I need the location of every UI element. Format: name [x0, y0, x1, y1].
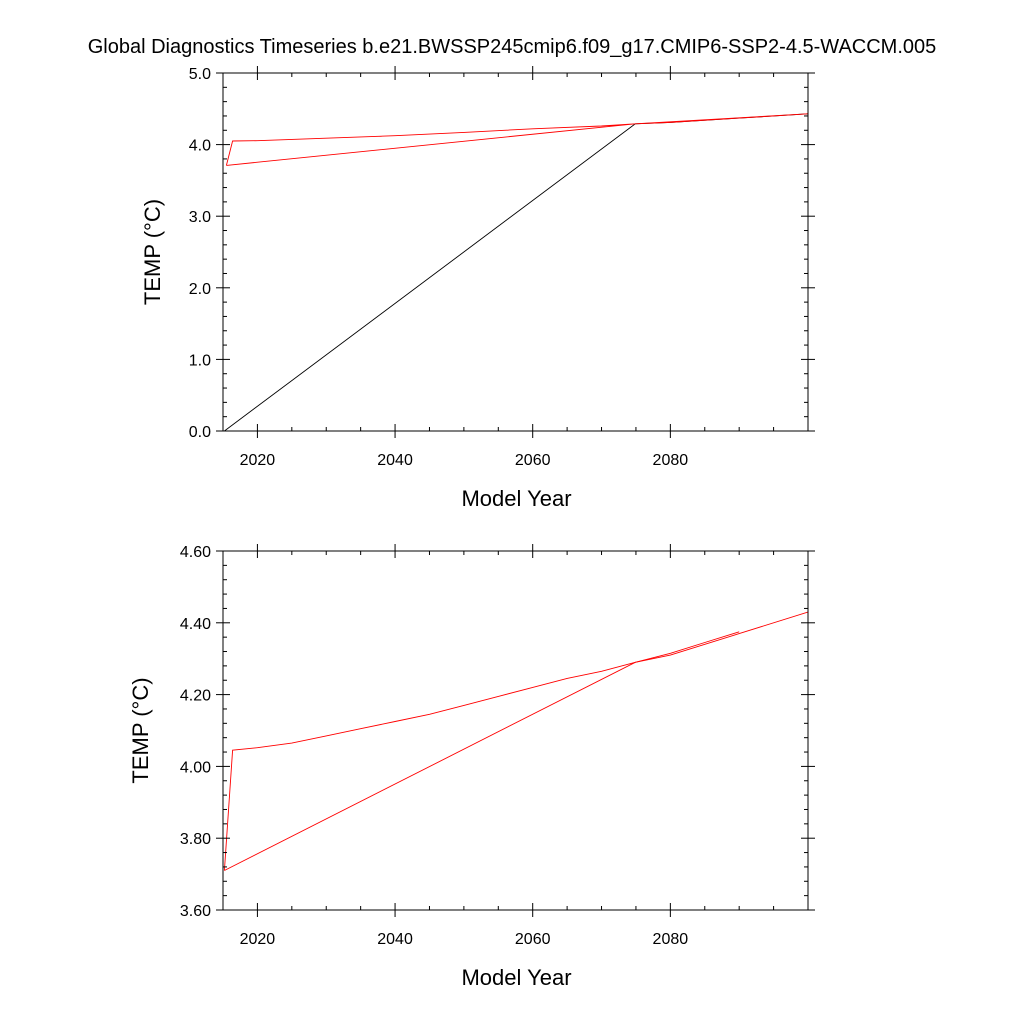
y-axis-label: TEMP (°C)	[140, 199, 165, 305]
x-axis-label: Model Year	[461, 965, 571, 990]
y-tick-label: 1.0	[189, 352, 211, 369]
y-tick-label: 0.0	[189, 424, 211, 441]
series-line-0	[223, 631, 740, 871]
y-axis-label: TEMP (°C)	[128, 677, 153, 783]
y-tick-label: 4.00	[180, 759, 211, 776]
x-tick-label: 2080	[653, 931, 689, 948]
y-tick-label: 3.60	[180, 903, 211, 920]
y-tick-label: 2.0	[189, 281, 211, 298]
y-tick-label: 4.60	[180, 544, 211, 561]
y-tick-label: 4.20	[180, 688, 211, 705]
series-line-1	[225, 113, 808, 166]
bottom-panel: 2020 2040 2060 2080 3.60 3.80 4.00 4.20 4.40 4.60…	[128, 544, 815, 990]
x-tick-label: 2080	[653, 452, 689, 469]
x-tick-label: 2040	[377, 452, 413, 469]
y-tick-label: 4.0	[189, 138, 211, 155]
x-axis-label: Model Year	[461, 486, 571, 511]
x-tick-label: 2060	[515, 931, 551, 948]
y-tick-label: 4.40	[180, 616, 211, 633]
series-line-0	[224, 113, 808, 431]
x-tick-label: 2040	[377, 931, 413, 948]
x-tick-label: 2020	[240, 931, 276, 948]
top-panel: 2020 2040 2060 2080 0.0 1.0 2.0 3.0 4.0 5.0 Model …	[140, 66, 815, 511]
plot-frame	[222, 550, 809, 911]
figure-title: Global Diagnostics Timeseries b.e21.BWSS…	[87, 36, 937, 58]
x-tick-label: 2020	[240, 452, 276, 469]
series-line-1	[224, 611, 808, 871]
plot-frame	[222, 72, 809, 432]
x-tick-label: 2060	[515, 452, 551, 469]
y-tick-label: 3.80	[180, 831, 211, 848]
y-tick-label: 3.0	[189, 209, 211, 226]
y-tick-label: 5.0	[189, 66, 211, 83]
